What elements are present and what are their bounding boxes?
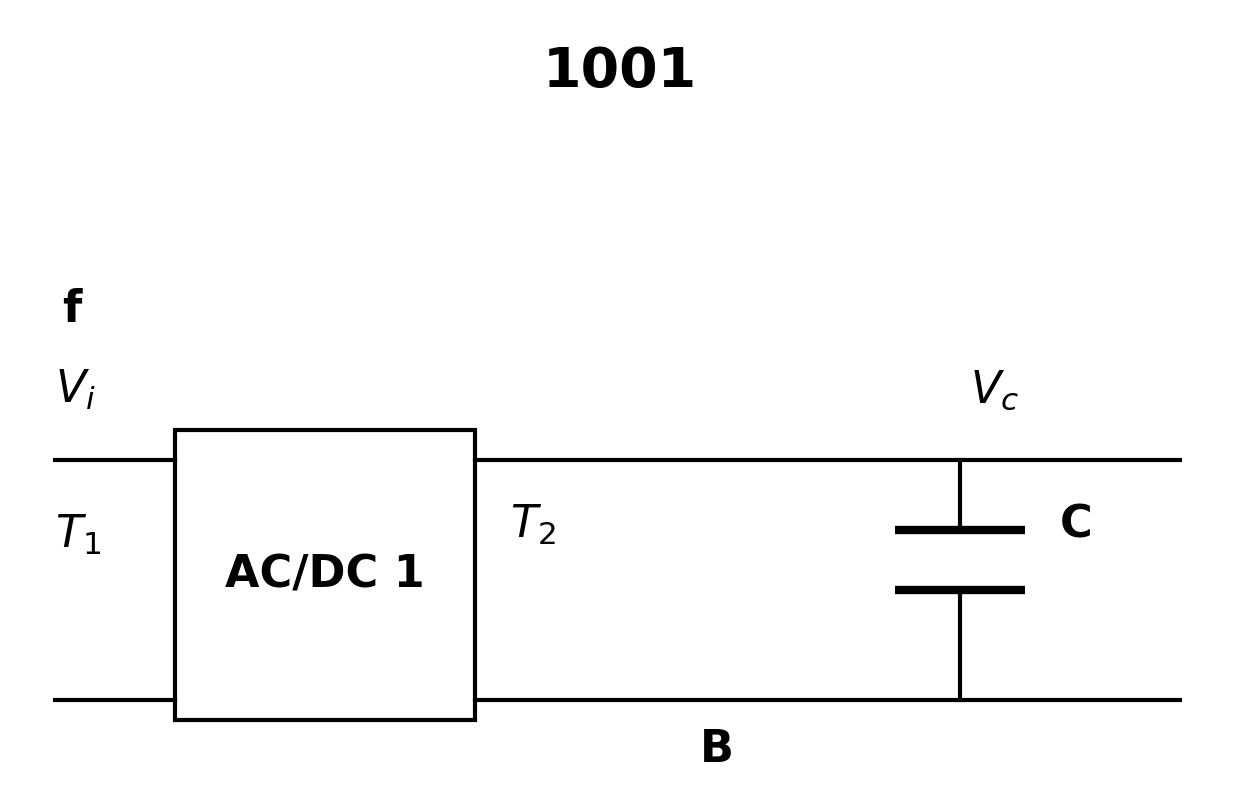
Text: f: f (62, 288, 82, 331)
Text: $V_c$: $V_c$ (970, 369, 1019, 411)
Text: B: B (701, 728, 734, 771)
Text: C: C (1060, 504, 1092, 547)
Bar (175, 430, 475, 720)
Text: 1001: 1001 (543, 45, 697, 99)
Text: AC/DC 1: AC/DC 1 (226, 553, 425, 596)
Text: $T_2$: $T_2$ (510, 503, 556, 547)
Text: $T_1$: $T_1$ (55, 513, 102, 557)
Text: $V_i$: $V_i$ (55, 368, 95, 412)
